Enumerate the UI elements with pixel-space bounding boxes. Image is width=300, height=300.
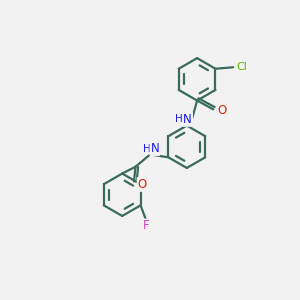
Text: H: H — [143, 143, 151, 154]
Text: N: N — [151, 142, 159, 155]
Text: O: O — [138, 178, 147, 191]
Text: H: H — [175, 114, 183, 124]
Text: Cl: Cl — [236, 62, 247, 72]
Text: O: O — [217, 104, 226, 117]
Text: F: F — [143, 220, 150, 232]
Text: N: N — [183, 113, 192, 126]
